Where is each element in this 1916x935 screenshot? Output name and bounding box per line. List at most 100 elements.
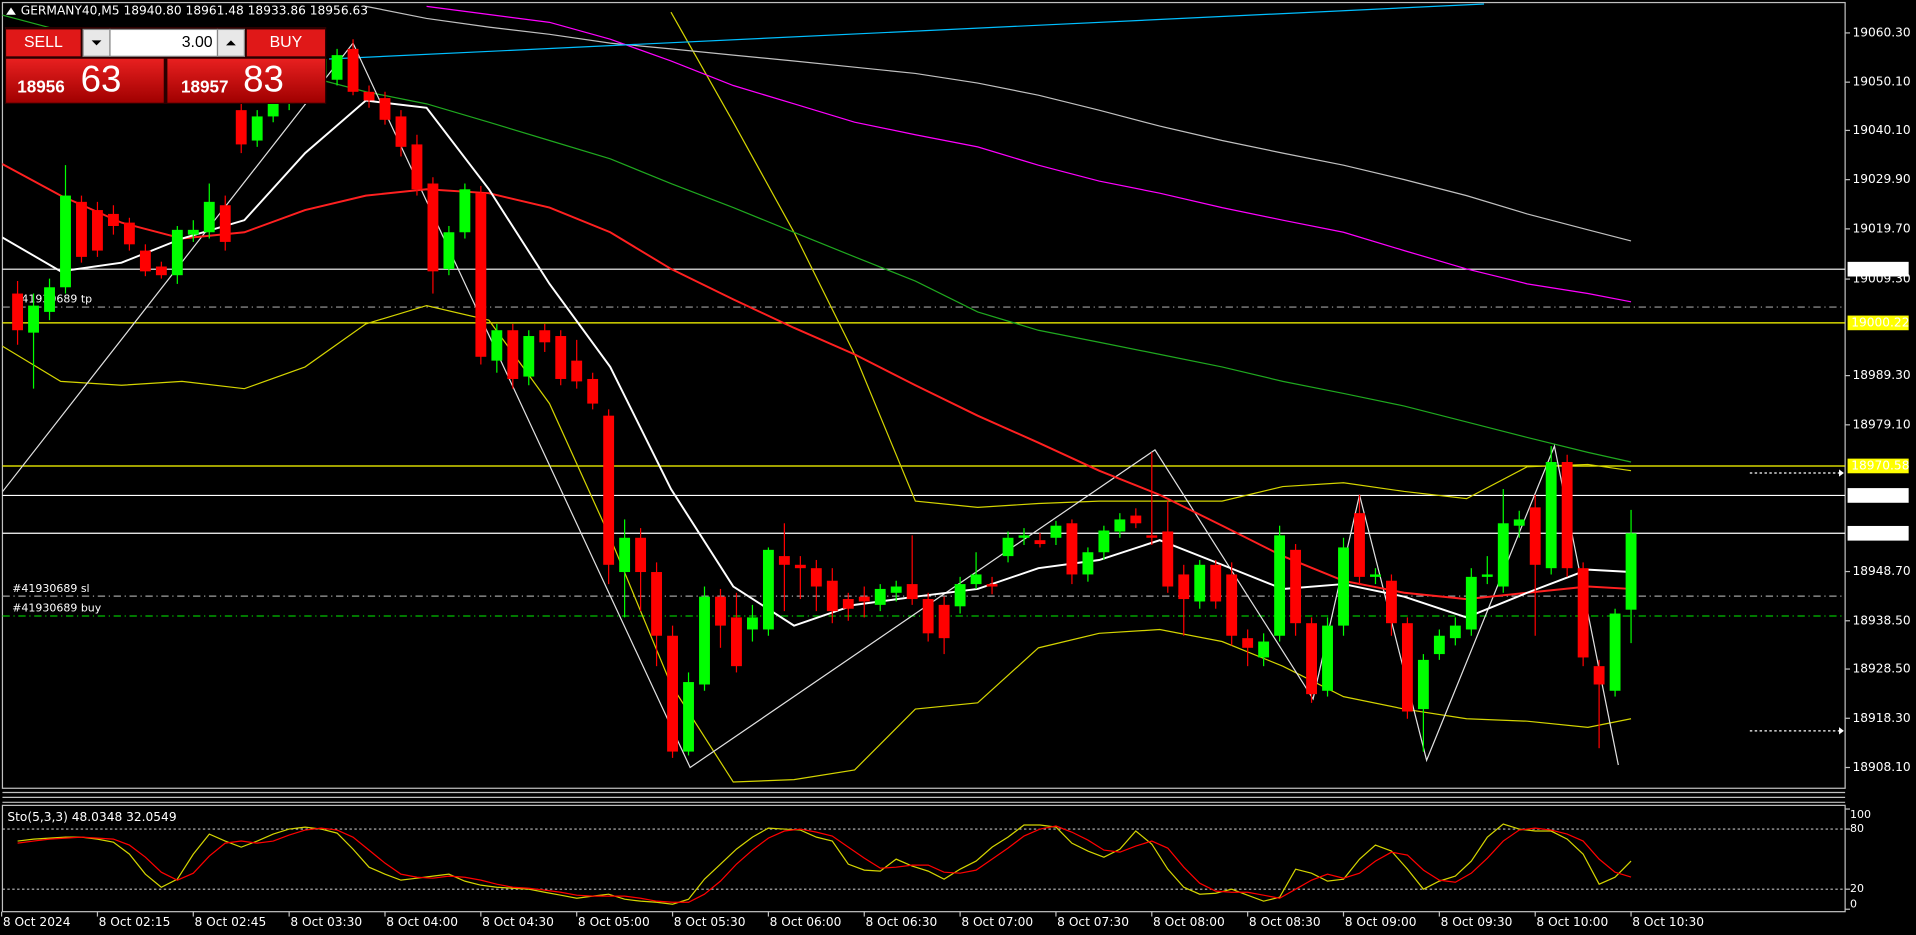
candle-body: [539, 330, 551, 343]
candle-body: [395, 116, 407, 147]
candle-body: [1370, 574, 1381, 577]
level-tag: [1847, 525, 1909, 541]
candle-body: [459, 189, 471, 233]
x-tick-label: 8 Oct 05:00: [578, 915, 650, 929]
candle-body: [715, 596, 726, 626]
x-tick-label: 8 Oct 07:30: [1057, 915, 1129, 929]
level-label: 18970.58: [1851, 458, 1909, 472]
candle-body: [874, 588, 886, 605]
candle-body: [794, 564, 806, 569]
candle-body: [778, 556, 790, 565]
candle-body: [1194, 564, 1206, 602]
level-tag: [1847, 488, 1909, 503]
candle-body: [235, 110, 247, 145]
candle-body: [1034, 540, 1046, 545]
y-tick-label: 19029.90: [1852, 172, 1910, 186]
x-tick-label: 8 Oct 09:30: [1441, 915, 1513, 929]
y-tick-label: 0: [1850, 897, 1857, 910]
candle-body: [107, 213, 119, 226]
order-label: #41930689 sl: [12, 582, 89, 595]
candle-body: [1162, 531, 1174, 587]
candle-body: [507, 330, 519, 379]
candle-body: [922, 599, 934, 634]
x-tick-label: 8 Oct 07:00: [961, 915, 1033, 929]
oscillator-label: Sto(5,3,3) 48.0348 32.0549: [7, 810, 176, 824]
bid-box[interactable]: [6, 58, 164, 103]
x-tick-label: 8 Oct 10:30: [1632, 915, 1704, 929]
candle-body: [906, 584, 918, 600]
chart-title: GERMANY40,M5 18940.80 18961.48 18933.86 …: [21, 4, 368, 18]
main-frame: [1, 1, 1846, 789]
candle-body: [810, 568, 822, 587]
candle-body: [44, 287, 55, 312]
candle-body: [28, 305, 39, 333]
candle-body: [1050, 525, 1062, 538]
indicator-line: [2, 99, 1632, 627]
candle-body: [1242, 638, 1254, 648]
x-tick-label: 8 Oct 10:00: [1536, 915, 1608, 929]
ask-box[interactable]: [167, 58, 326, 103]
candle-body: [1258, 641, 1270, 658]
candle-body: [1098, 530, 1110, 553]
y-tick-label: 18908.10: [1852, 760, 1910, 774]
candle-body: [699, 596, 710, 685]
volume-value: 3.00: [182, 34, 213, 51]
candle-body: [826, 580, 838, 612]
level-label: 19011.35: [1851, 262, 1909, 276]
oscillator-line: [17, 823, 1632, 905]
candle-body: [427, 183, 439, 272]
candle-body: [155, 266, 167, 276]
sell-label: SELL: [24, 34, 63, 51]
x-tick-label: 8 Oct 09:00: [1345, 915, 1417, 929]
candle-body: [187, 229, 199, 235]
x-tick-label: 8 Oct 08:30: [1249, 915, 1321, 929]
alert-arrow: [1839, 727, 1844, 735]
candle-body: [858, 596, 870, 602]
candle-body: [139, 250, 151, 272]
candle-body: [443, 232, 455, 269]
candle-body: [1082, 552, 1094, 575]
sell-button[interactable]: [6, 29, 81, 57]
level-tag: [1847, 315, 1909, 331]
ask-big: 18957: [181, 78, 229, 97]
volume-input[interactable]: [109, 28, 219, 57]
y-tick-label: 18979.10: [1852, 417, 1910, 431]
x-tick-label: 8 Oct 03:30: [290, 915, 362, 929]
candle-body: [523, 336, 535, 377]
candle-body: [1178, 574, 1190, 600]
candle-body: [1465, 576, 1477, 630]
level-tag: [1847, 458, 1909, 474]
candle-body: [571, 360, 583, 382]
candle-body: [1386, 580, 1397, 624]
ask-small: 83: [243, 59, 284, 100]
candle-body: [555, 336, 567, 379]
y-tick-label: 19040.10: [1852, 123, 1910, 137]
candle-body: [1306, 623, 1317, 695]
level-label: 18964.47: [1851, 488, 1909, 502]
y-tick-label: 19050.10: [1852, 75, 1910, 89]
bid-small: 63: [81, 59, 122, 100]
candle-body: [363, 91, 375, 101]
candle-body: [491, 330, 503, 361]
candle-body: [1338, 547, 1349, 626]
indicator-line: [2, 304, 1632, 783]
x-tick-label: 8 Oct 02:15: [99, 915, 171, 929]
candle-body: [1481, 574, 1493, 577]
candle-body: [603, 415, 615, 565]
candle-body: [219, 205, 231, 242]
buy-button[interactable]: [246, 29, 326, 57]
candle-body: [331, 55, 343, 80]
y-tick-label: 19019.70: [1852, 221, 1910, 235]
x-tick-label: 8 Oct 02:45: [195, 915, 267, 929]
axes: 19060.30 19050.10 19040.10 19029.90 19019.70…: [0, 25, 1911, 929]
x-tick-label: 8 Oct 06:30: [865, 915, 937, 929]
candle-body: [60, 195, 71, 288]
order-label: #41930689 buy: [12, 602, 102, 615]
candle-body: [1114, 519, 1126, 532]
y-tick-label: 18928.50: [1852, 662, 1910, 676]
buy-label: BUY: [270, 34, 303, 51]
indicator-line: [2, 162, 1632, 601]
oscillator-plot: [2, 823, 1846, 905]
candle-body: [411, 144, 423, 190]
